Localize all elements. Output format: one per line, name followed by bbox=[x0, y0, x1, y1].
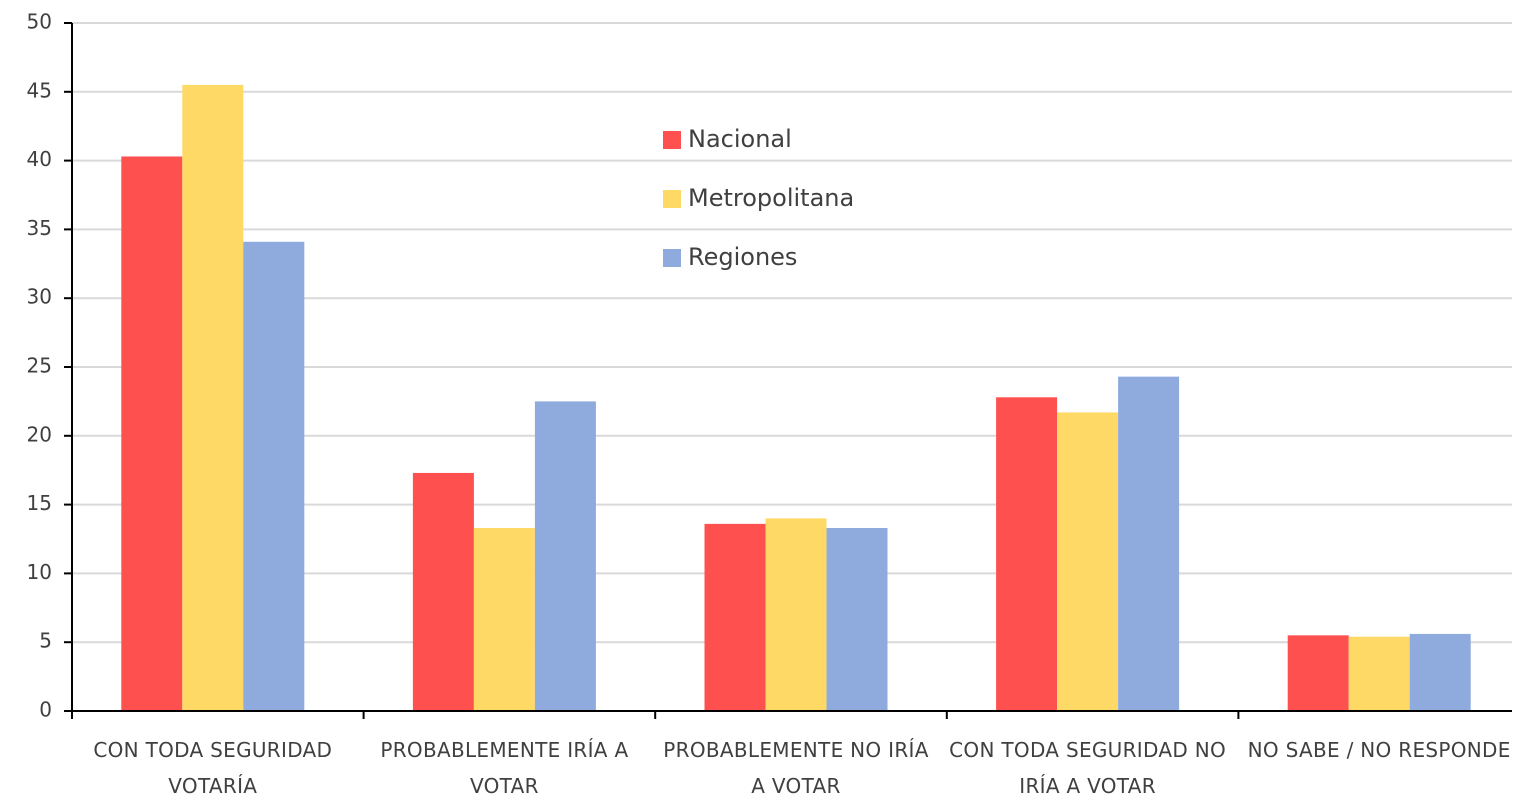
bar bbox=[765, 518, 827, 711]
y-tick-label: 20 bbox=[27, 422, 52, 446]
bar bbox=[1409, 633, 1471, 711]
bar bbox=[826, 527, 888, 711]
y-tick-label: 30 bbox=[27, 285, 52, 309]
y-tick-label: 25 bbox=[27, 354, 52, 378]
y-tick-label: 35 bbox=[27, 216, 52, 240]
legend-swatch bbox=[663, 249, 681, 267]
x-tick-label: CON TODA SEGURIDAD NO IRÍA A VOTAR bbox=[949, 738, 1226, 797]
x-tick-label: NO SABE / NO RESPONDE bbox=[1247, 738, 1511, 762]
bar bbox=[243, 241, 305, 711]
y-tick-label: 5 bbox=[39, 629, 52, 653]
bar bbox=[1287, 635, 1349, 711]
legend-label: Regiones bbox=[688, 243, 797, 271]
bar bbox=[704, 523, 766, 711]
y-tick-label: 15 bbox=[27, 491, 52, 515]
legend-label: Metropolitana bbox=[688, 184, 854, 212]
bar bbox=[1348, 636, 1410, 711]
x-tick-label: CON TODA SEGURIDAD VOTARÍA bbox=[93, 738, 333, 797]
bar bbox=[996, 397, 1058, 711]
legend-swatch bbox=[663, 131, 681, 149]
y-tick-label: 45 bbox=[27, 78, 52, 102]
y-tick-label: 40 bbox=[27, 147, 52, 171]
y-tick-label: 10 bbox=[27, 560, 52, 584]
legend-swatch bbox=[663, 190, 681, 208]
y-tick-label: 50 bbox=[27, 10, 52, 34]
bar bbox=[1057, 412, 1119, 711]
legend-label: Nacional bbox=[688, 125, 792, 153]
bar bbox=[534, 401, 596, 711]
bar bbox=[473, 527, 535, 711]
bar bbox=[182, 84, 244, 712]
x-tick-label: PROBABLEMENTE IRÍA A VOTAR bbox=[380, 738, 629, 797]
bar bbox=[121, 156, 183, 712]
bar bbox=[1118, 376, 1180, 711]
y-tick-label: 0 bbox=[39, 698, 52, 722]
x-tick-label: PROBABLEMENTE NO IRÍA A VOTAR bbox=[663, 738, 929, 797]
bar bbox=[412, 472, 474, 711]
